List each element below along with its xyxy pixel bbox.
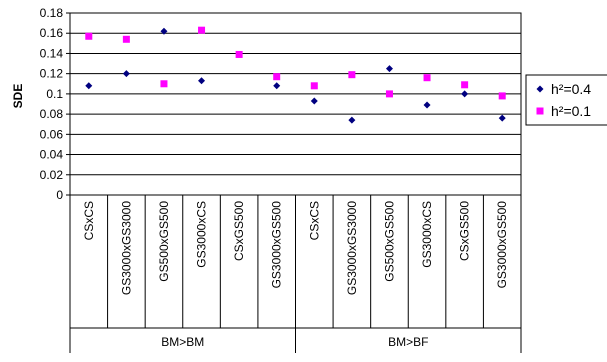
data-point-h04 — [348, 116, 356, 124]
data-point-h01 — [273, 73, 281, 81]
data-point-h01 — [235, 50, 243, 58]
category-label: GS3000xGS500 — [270, 201, 284, 289]
data-point-h01 — [348, 71, 356, 79]
data-point-h04 — [122, 70, 130, 78]
category-label: GS3000xGS3000 — [345, 201, 359, 295]
group-label: BM>BF — [388, 335, 428, 349]
y-tick-label: 0.14 — [40, 46, 64, 60]
category-label: CSxCS — [307, 201, 321, 240]
data-point-h01 — [498, 92, 506, 100]
y-tick-label: 0.16 — [40, 26, 64, 40]
legend-label: h²=0.4 — [551, 81, 591, 97]
category-label: GS3000xCS — [420, 201, 434, 268]
data-point-h04 — [85, 82, 93, 90]
data-point-h01 — [461, 81, 469, 89]
category-label: GS3000xGS500 — [495, 201, 509, 289]
y-tick-label: 0.06 — [40, 127, 64, 141]
data-point-h01 — [198, 26, 206, 34]
data-point-h04 — [160, 27, 168, 35]
group-label: BM>BM — [161, 335, 204, 349]
data-point-h04 — [198, 77, 206, 85]
data-point-h01 — [310, 82, 318, 90]
data-point-h04 — [310, 97, 318, 105]
category-label: GS3000xGS3000 — [119, 201, 133, 295]
data-point-h04 — [423, 101, 431, 109]
y-tick-label: 0.18 — [40, 6, 64, 20]
data-point-h04 — [385, 65, 393, 73]
category-label: GS3000xCS — [195, 201, 209, 268]
category-label: CSxCS — [82, 201, 96, 240]
plot-area-frame — [69, 12, 522, 196]
data-point-h01 — [423, 74, 431, 82]
data-point-h04 — [498, 114, 506, 122]
legend-marker — [536, 107, 544, 115]
data-point-h04 — [273, 82, 281, 90]
y-tick-label: 0 — [56, 188, 63, 202]
y-tick-label: 0.02 — [40, 168, 64, 182]
legend-box — [525, 74, 607, 126]
data-point-h01 — [85, 32, 93, 40]
category-label: CSxGS500 — [458, 201, 472, 261]
data-point-h04 — [461, 90, 469, 98]
y-tick-label: 0.04 — [40, 148, 64, 162]
y-tick-label: 0.08 — [40, 107, 64, 121]
legend-marker — [536, 85, 544, 93]
category-label: CSxGS500 — [232, 201, 246, 261]
y-tick-label: 0.1 — [46, 87, 63, 101]
data-point-h01 — [160, 80, 168, 88]
y-tick-label: 0.12 — [40, 67, 64, 81]
data-point-h01 — [385, 90, 393, 98]
legend-label: h²=0.1 — [551, 103, 591, 119]
data-point-h01 — [122, 35, 130, 43]
category-label: GS500xGS500 — [157, 201, 171, 282]
category-label: GS500xGS500 — [382, 201, 396, 282]
y-axis-label: SDE — [11, 84, 25, 109]
